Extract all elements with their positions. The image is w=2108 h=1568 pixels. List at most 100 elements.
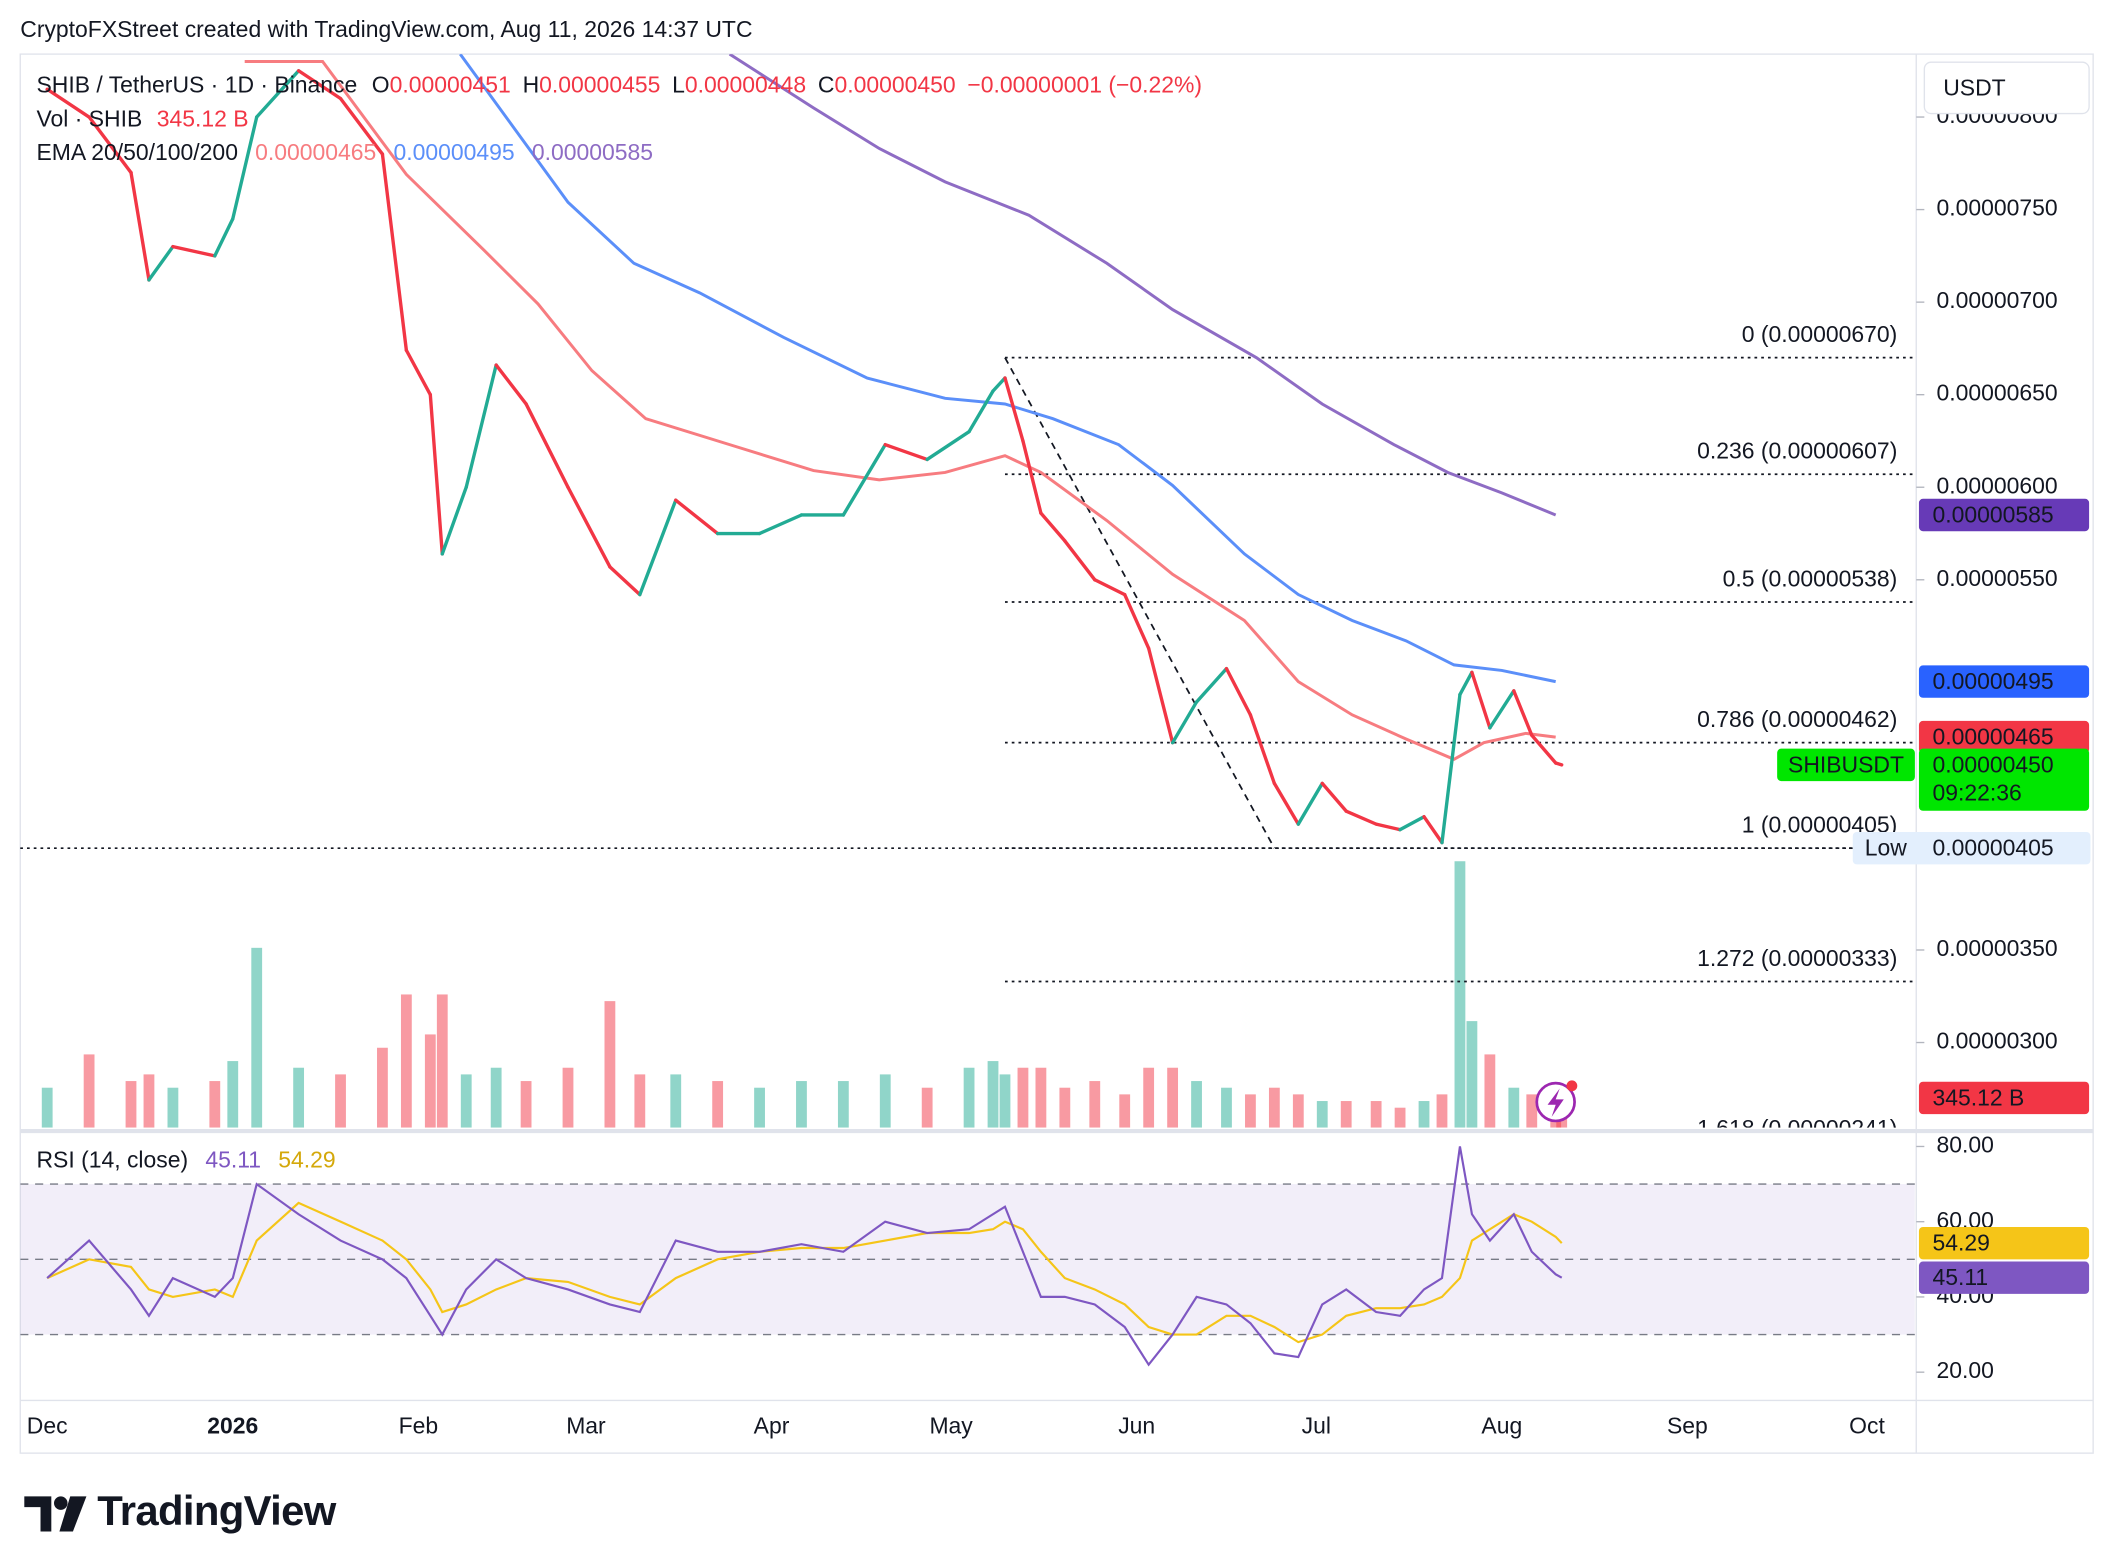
low-label: Low [1865,835,1908,861]
volume-bar [796,1081,807,1128]
volume-bar [1245,1094,1256,1128]
price-segment [1374,822,1402,832]
x-tick-label: Mar [566,1413,606,1439]
rsi-pane [20,1146,1915,1367]
price-segment [171,244,217,258]
volume-bar [125,1081,137,1128]
volume-badge [1918,1081,2090,1115]
fib-trend-line [1004,357,1276,849]
volume-bar [1017,1067,1029,1128]
x-tick-label: Feb [399,1413,439,1439]
volume-bar [436,994,448,1128]
price-segment [464,363,498,489]
ema-line [459,54,1556,684]
price-segment [1224,666,1253,717]
legend-volume-value: 345.12 B [157,105,249,131]
price-segment [566,485,612,569]
legend-rsi-ma-value: 54.29 [278,1147,335,1173]
volume-bar [963,1067,975,1128]
price-segment [129,170,151,282]
legend-volume: Vol · SHIB 345.12 B [36,105,248,131]
volume-bar [1035,1067,1047,1128]
y-tick-label: 0.00000600 [1936,472,2057,498]
y-tick-label: 0.00000650 [1936,380,2057,406]
legend-ema-value: 0.00000495 [394,139,515,165]
price-segment [1422,815,1444,845]
volume-bar [83,1054,95,1128]
price-segment [494,363,528,406]
y-tick-label: 0.00000700 [1936,287,2057,313]
fib-label: 0 (0.00000670) [1742,321,1898,347]
y-tick-label: 0.00000550 [1936,565,2057,591]
legend-key: H [523,72,540,98]
price-badge [1918,748,2090,811]
frame [19,53,2094,1454]
ema-badge-label: 0.00000585 [1932,501,2053,527]
volume-bar [1221,1087,1232,1128]
price-segment [1146,646,1175,745]
volume-bar [335,1074,346,1128]
volume-bar [921,1087,933,1128]
price-segment [674,498,720,536]
price-segment [1488,689,1516,730]
price-segment [1170,700,1199,745]
price-segment [1512,689,1534,737]
volume-bar [400,994,412,1128]
volume-bar [879,1074,891,1128]
volume-bar [251,947,263,1128]
price-segment [1398,815,1426,832]
price-segment [1440,692,1462,845]
volume-bar [460,1074,472,1128]
legend-ema-value: 0.00000585 [532,139,653,165]
volume-bar [293,1067,305,1128]
ema-line [244,60,1556,761]
price-segment [404,348,432,397]
volume-bar [604,1001,616,1128]
legend-key: O [372,72,390,98]
price-segment [608,565,642,597]
price-segment [925,430,971,462]
rsi-tick-label: 20.00 [1936,1357,1993,1383]
price-segment [883,442,929,462]
price-segment [213,217,235,258]
y-tick-label: 0.00000350 [1936,935,2057,961]
x-tick-label: Jul [1302,1413,1331,1439]
volume-bar [754,1087,765,1128]
x-tick-label: May [929,1413,973,1439]
x-tick-label: Jun [1118,1413,1155,1439]
volume-bar [424,1034,436,1128]
volume-bar [490,1067,502,1128]
volume-bar [377,1047,388,1128]
legend-key: C [818,72,835,98]
price-segment [1021,439,1043,515]
volume-bar [167,1087,179,1128]
x-tick-label: Oct [1849,1413,1885,1439]
volume-bar [209,1081,221,1128]
price-segment [296,69,343,101]
volume-bar [1394,1107,1406,1128]
logo: TradingView [24,1487,337,1534]
price-segment [440,485,468,556]
rsi-line [46,1146,1563,1367]
x-tick-label: Apr [754,1413,790,1439]
ema-badge [1918,720,2090,754]
low-value: 0.00000405 [1932,835,2053,861]
volume-bar [1418,1101,1430,1128]
legend-ema-value: 0.00000465 [255,139,376,165]
legend-rsi: RSI (14, close) 45.11 54.29 [36,1147,335,1173]
currency-label: USDT [1943,74,2005,100]
legend-value: 0.00000451 [390,72,511,98]
price-segment [1248,713,1277,786]
price-segment [1320,781,1348,813]
price-segment [1194,666,1229,704]
volume-bar [1466,1021,1478,1128]
price-segment [45,87,91,119]
x-tick-label: Dec [27,1413,68,1439]
fib-label: 1.272 (0.00000333) [1697,945,1897,971]
legend-rsi-name: RSI (14, close) [36,1147,188,1173]
ema-badge-label: 0.00000495 [1932,668,2053,694]
legend-value: 0.00000450 [834,72,955,98]
legend-price: SHIB / TetherUS · 1D · Binance O0.000004… [36,72,1202,98]
